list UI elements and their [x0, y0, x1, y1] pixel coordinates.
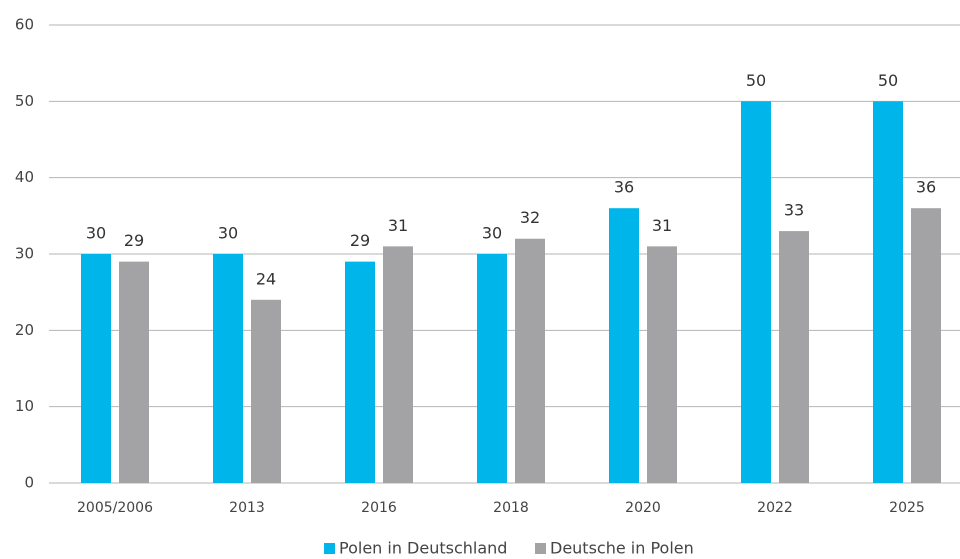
legend-label: Polen in Deutschland [339, 539, 507, 558]
y-tick-label: 0 [24, 474, 34, 492]
data-label: 29 [124, 231, 144, 250]
x-tick-label: 2022 [757, 500, 793, 516]
x-tick-label: 2013 [229, 500, 265, 516]
y-tick-label: 60 [15, 16, 34, 34]
bar [873, 101, 903, 483]
data-label: 32 [520, 208, 540, 227]
data-label: 50 [746, 71, 766, 90]
data-label: 50 [878, 71, 898, 90]
y-tick-label: 40 [15, 168, 34, 186]
data-label: 36 [614, 178, 634, 197]
x-tick-label: 2016 [361, 500, 397, 516]
data-label: 24 [256, 269, 276, 288]
bar [741, 101, 771, 483]
bar [477, 254, 507, 483]
legend-label: Deutsche in Polen [550, 539, 694, 558]
bar [345, 261, 375, 483]
bar [119, 261, 149, 483]
data-label: 33 [784, 201, 804, 220]
bar [515, 238, 545, 483]
bar [911, 208, 941, 483]
x-tick-label: 2025 [889, 500, 925, 516]
bar [609, 208, 639, 483]
data-label: 30 [218, 224, 238, 243]
bar [383, 246, 413, 483]
data-label: 36 [916, 178, 936, 197]
y-tick-label: 10 [15, 397, 34, 415]
data-label: 31 [388, 216, 408, 235]
bar [213, 254, 243, 483]
bar [779, 231, 809, 483]
y-tick-label: 50 [15, 92, 34, 110]
bar [251, 299, 281, 483]
x-tick-label: 2005/2006 [77, 500, 153, 516]
bar [647, 246, 677, 483]
data-label: 31 [652, 216, 672, 235]
data-label: 30 [86, 224, 106, 243]
legend-swatch [535, 543, 546, 554]
x-tick-label: 2020 [625, 500, 661, 516]
legend-swatch [324, 543, 335, 554]
bar [81, 254, 111, 483]
data-label: 30 [482, 224, 502, 243]
y-tick-label: 30 [15, 245, 34, 263]
x-tick-label: 2018 [493, 500, 529, 516]
y-tick-label: 20 [15, 321, 34, 339]
data-label: 29 [350, 231, 370, 250]
